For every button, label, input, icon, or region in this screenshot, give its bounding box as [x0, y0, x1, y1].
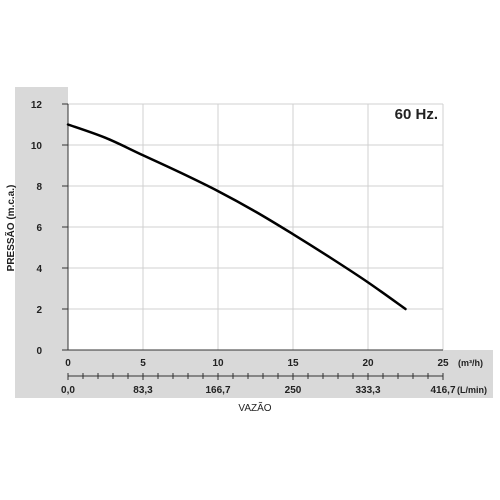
x-axis-title: VAZÃO [238, 401, 271, 414]
y-axis-title: PRESSÃO (m.c.a.) [4, 185, 17, 272]
series-line [66, 123, 407, 311]
y-tick-label: 2 [36, 305, 42, 316]
annotation-frequency: 60 Hz. [395, 106, 438, 123]
series [66, 123, 407, 311]
x-tick-label-primary: 10 [212, 358, 224, 369]
x-tick-label-primary: 25 [437, 358, 449, 369]
x-axis-panel [15, 350, 493, 398]
y-tick-label: 12 [31, 100, 43, 111]
y-tick-label: 8 [36, 182, 42, 193]
y-axis-panel [15, 87, 68, 350]
x-tick-label-secondary: 0,0 [61, 385, 75, 396]
y-tick-label: 10 [31, 141, 43, 152]
x-tick-label-primary: 20 [362, 358, 374, 369]
x-tick-label-primary: 15 [287, 358, 299, 369]
y-tick-label: 6 [36, 223, 42, 234]
grid [68, 103, 444, 350]
labels: 0 2 4 6 8 10 12 0 0,0 5 83,3 10 166,7 15 250 20 333,3 25 4… [31, 100, 456, 396]
x-unit-secondary: (L/min) [457, 385, 487, 395]
x-tick-label-secondary: 416,7 [430, 385, 455, 396]
x-tick-label-primary: 0 [65, 358, 71, 369]
ticks [62, 103, 444, 380]
x-tick-label-secondary: 166,7 [205, 385, 230, 396]
x-tick-label-secondary: 333,3 [355, 385, 380, 396]
y-tick-label: 4 [36, 264, 42, 275]
x-unit-primary: (m³/h) [458, 358, 483, 368]
x-tick-label-primary: 5 [140, 358, 146, 369]
x-tick-label-secondary: 83,3 [133, 385, 153, 396]
y-tick-label: 0 [36, 346, 42, 357]
x-tick-label-secondary: 250 [285, 385, 302, 396]
